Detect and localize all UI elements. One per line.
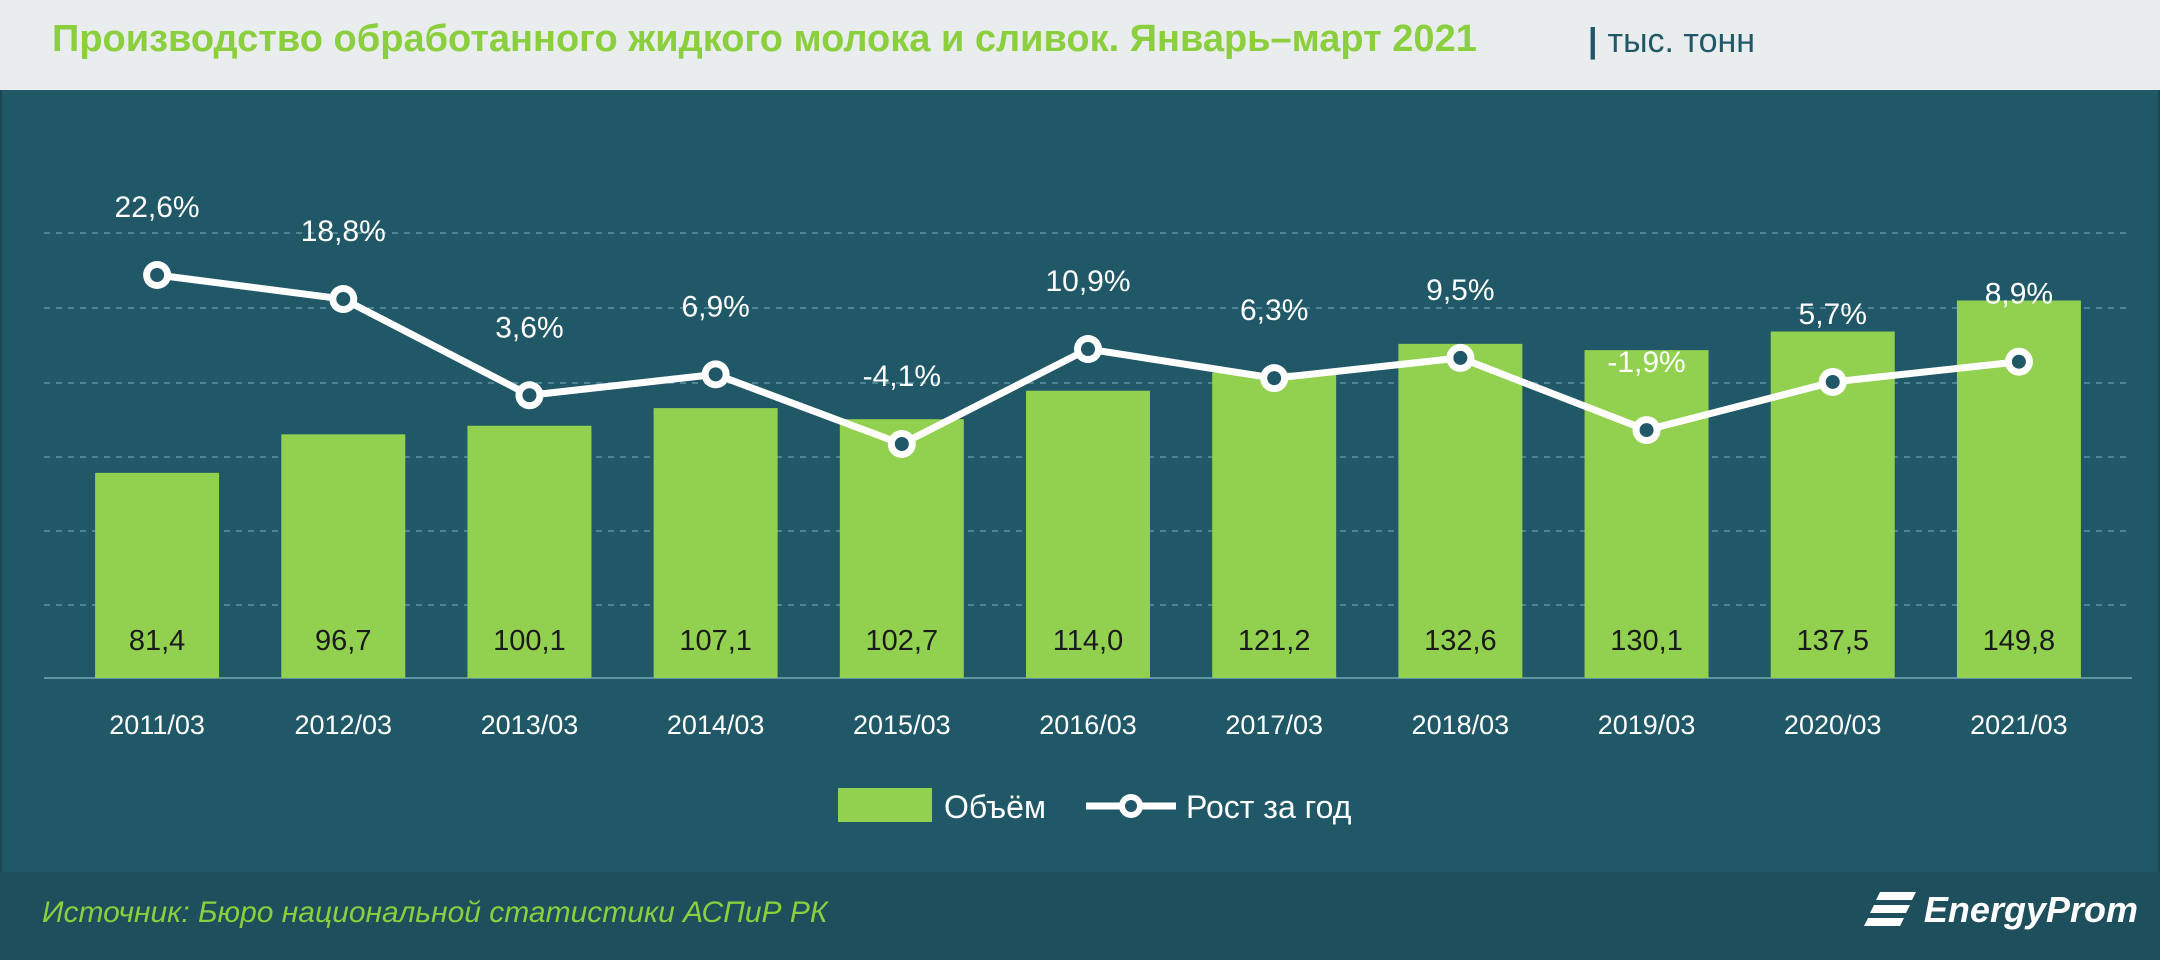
x-tick-label: 2020/03 <box>1784 710 1882 740</box>
growth-value-label: 18,8% <box>301 215 386 248</box>
bar <box>839 419 964 678</box>
x-tick-label: 2019/03 <box>1598 710 1696 740</box>
x-tick-label: 2021/03 <box>1970 710 2068 740</box>
bar-value-label: 102,7 <box>866 625 939 657</box>
bar <box>1584 350 1709 678</box>
bar-value-label: 81,4 <box>129 625 185 657</box>
growth-value-label: 22,6% <box>115 191 200 224</box>
source-note: Источник: Бюро национальной статистики А… <box>42 896 828 929</box>
bar-value-label: 96,7 <box>315 625 371 657</box>
growth-value-label: 5,7% <box>1799 298 1867 331</box>
growth-point-core <box>1825 374 1840 389</box>
chart-footer <box>0 872 2160 960</box>
growth-point-core <box>1639 423 1654 438</box>
growth-value-label: -1,9% <box>1607 346 1685 379</box>
growth-point-core <box>336 292 351 307</box>
brand-name: EnergyProm <box>1923 889 2138 930</box>
bar <box>653 408 778 678</box>
x-tick-label: 2015/03 <box>853 710 951 740</box>
legend-bar-swatch <box>838 788 932 822</box>
growth-value-label: -4,1% <box>863 360 941 393</box>
unit-label: тыс. тонн <box>1607 22 1756 60</box>
growth-point-core <box>2011 354 2026 369</box>
brand-logo: EnergyProm <box>1863 888 2138 932</box>
bar <box>467 425 592 678</box>
growth-value-label: 8,9% <box>1985 278 2053 311</box>
growth-value-label: 10,9% <box>1045 265 1130 298</box>
x-tick-label: 2011/03 <box>109 710 205 740</box>
growth-point-core <box>1267 371 1282 386</box>
growth-value-label: 3,6% <box>495 311 563 344</box>
legend-bar-label: Объём <box>944 789 1046 825</box>
x-tick-label: 2018/03 <box>1412 710 1510 740</box>
growth-point-core <box>150 268 165 282</box>
chart-title: Производство обработанного жидкого молок… <box>52 18 1477 60</box>
growth-point-core <box>1453 350 1468 365</box>
x-tick-label: 2012/03 <box>294 710 392 740</box>
legend-line-marker-core <box>1125 800 1137 812</box>
chart-unit: | тыс. тонн <box>1588 22 1755 61</box>
bar <box>95 472 220 678</box>
bar <box>1026 390 1150 678</box>
bar-value-label: 121,2 <box>1238 625 1311 657</box>
growth-point-core <box>894 437 909 451</box>
bar <box>1398 343 1523 678</box>
growth-point-core <box>1081 342 1095 357</box>
bar <box>281 434 406 678</box>
energyprom-logo-icon <box>1863 892 1916 926</box>
bar-value-label: 100,1 <box>493 625 566 657</box>
x-tick-label: 2013/03 <box>481 710 579 740</box>
growth-value-label: 9,5% <box>1426 274 1494 307</box>
chart-header <box>0 0 2160 90</box>
bar-value-label: 149,8 <box>1983 625 2056 657</box>
growth-value-label: 6,9% <box>681 290 749 323</box>
bar-value-label: 114,0 <box>1053 625 1123 657</box>
x-tick-label: 2017/03 <box>1225 710 1323 740</box>
x-tick-label: 2014/03 <box>667 710 765 740</box>
bar-value-label: 137,5 <box>1796 625 1869 657</box>
legend-line-label: Рост за год <box>1186 789 1352 825</box>
bar-value-label: 132,6 <box>1424 625 1497 657</box>
x-tick-label: 2016/03 <box>1039 710 1137 740</box>
unit-separator: | <box>1588 22 1598 60</box>
bar-value-label: 107,1 <box>679 625 752 657</box>
growth-point-core <box>522 388 537 403</box>
bar-value-label: 130,1 <box>1610 625 1683 657</box>
bar <box>1212 372 1337 678</box>
growth-value-label: 6,3% <box>1240 294 1308 327</box>
growth-point-core <box>708 367 723 382</box>
